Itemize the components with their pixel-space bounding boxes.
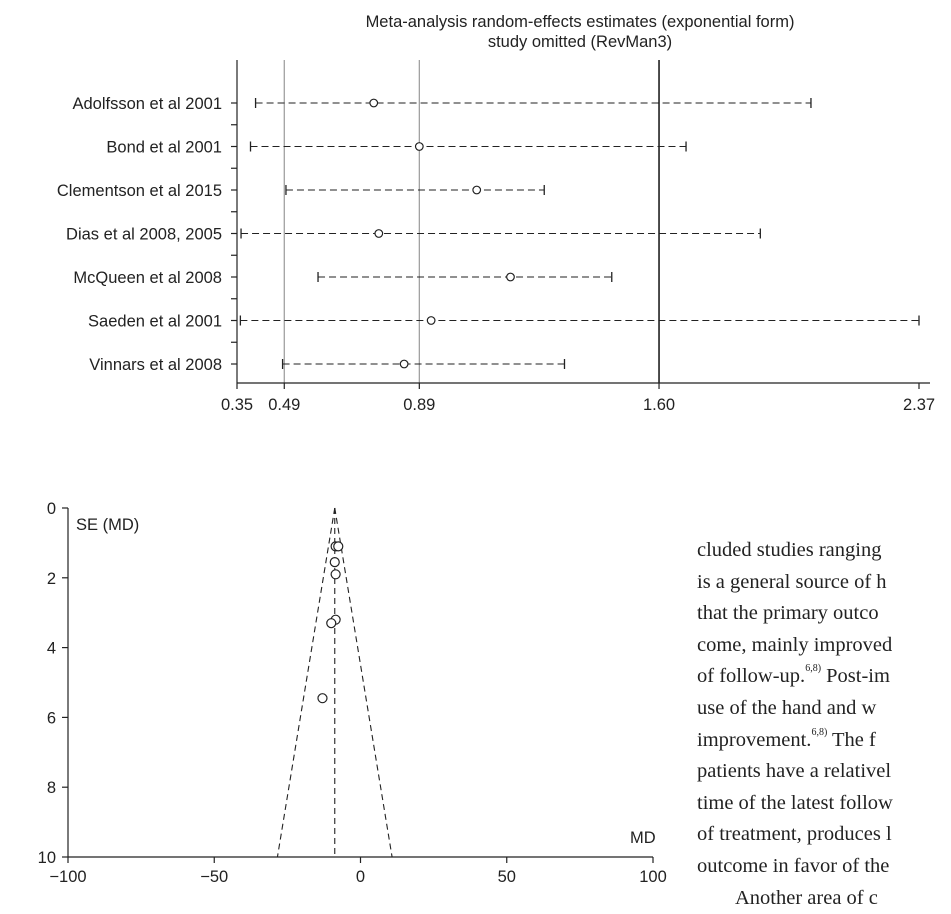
funnel-y-tick-label: 8	[47, 779, 56, 797]
funnel-right-bound	[334, 507, 393, 858]
funnel-x-tick-label: 50	[498, 868, 516, 886]
body-line: use of the hand and w	[697, 696, 877, 719]
body-line: improvement.6,8) The f	[697, 726, 876, 751]
body-line: is a general source of h	[697, 570, 887, 593]
study-label: Adolfsson et al 2001	[72, 95, 222, 113]
forest-x-ticks: 0.35 0.49 0.89 1.60 2.37	[221, 383, 935, 414]
article-body-text: cluded studies ranging is a general sour…	[697, 535, 951, 914]
study-label: Clementson et al 2015	[57, 182, 222, 200]
funnel-point	[333, 541, 344, 552]
citation-ref: 6,8)	[811, 726, 828, 738]
forest-x-tick-label: 0.35	[221, 396, 253, 414]
funnel-y-label: SE (MD)	[76, 516, 139, 534]
funnel-y-tick-label: 4	[47, 640, 56, 658]
body-line: of follow-up.6,8) Post-im	[697, 663, 890, 688]
forest-reference-lines	[283, 60, 660, 383]
funnel-y-tick-label: 0	[47, 500, 56, 518]
body-line: outcome in favor of the	[697, 854, 890, 877]
funnel-y-tick-label: 10	[38, 849, 56, 867]
funnel-x-tick-label: 0	[356, 868, 365, 886]
funnel-plot: SE (MD) MD 0 2 4 6 8 10 −100 −50 0 50 100	[38, 500, 667, 886]
funnel-x-tick-label: −100	[49, 868, 86, 886]
figure-canvas: Meta-analysis random-effects estimates (…	[38, 13, 935, 886]
point-estimate	[399, 359, 409, 369]
forest-subtitle: study omitted (RevMan3)	[488, 33, 672, 51]
funnel-point	[317, 693, 328, 704]
point-estimate	[369, 98, 379, 108]
study-label: Dias et al 2008, 2005	[66, 226, 222, 244]
funnel-lines	[276, 507, 393, 858]
funnel-points	[317, 541, 344, 704]
body-line: that the primary outco	[697, 602, 879, 625]
study-label: Bond et al 2001	[106, 139, 222, 157]
point-estimate	[374, 229, 384, 238]
funnel-point	[326, 618, 337, 629]
body-line: cluded studies ranging	[697, 539, 882, 561]
forest-title: Meta-analysis random-effects estimates (…	[366, 13, 795, 31]
body-line: patients have a relativel	[697, 760, 892, 783]
study-label: Saeden et al 2001	[88, 313, 222, 331]
funnel-point	[330, 569, 341, 580]
body-line: time of the latest follow	[697, 791, 893, 814]
forest-plot: Meta-analysis random-effects estimates (…	[57, 13, 935, 414]
body-line: of treatment, produces l	[697, 823, 892, 846]
point-estimate	[426, 316, 436, 325]
study-label: McQueen et al 2008	[73, 269, 222, 287]
body-line: come, mainly improved	[697, 633, 893, 656]
citation-ref: 6,8)	[805, 663, 822, 675]
funnel-x-tick-label: 100	[639, 868, 667, 886]
point-estimate	[472, 185, 482, 195]
study-label: Vinnars et al 2008	[89, 356, 222, 374]
funnel-x-ticks: −100 −50 0 50 100	[49, 857, 667, 886]
body-line: Another area of c	[735, 886, 878, 909]
funnel-point	[329, 556, 340, 568]
forest-x-tick-label: 0.89	[403, 396, 435, 414]
forest-x-tick-label: 2.37	[903, 396, 935, 414]
funnel-y-ticks: 0 2 4 6 8 10	[38, 500, 68, 867]
funnel-y-tick-label: 2	[47, 570, 56, 588]
point-estimate	[414, 142, 424, 151]
point-estimate	[506, 272, 515, 282]
funnel-left-bound	[276, 507, 336, 858]
forest-x-tick-label: 1.60	[643, 396, 675, 414]
forest-rows: Adolfsson et al 2001 Bond et al 2001 Cleme…	[57, 95, 920, 374]
forest-x-tick-label: 0.49	[268, 396, 300, 414]
funnel-x-tick-label: −50	[200, 868, 228, 886]
funnel-y-tick-label: 6	[47, 709, 56, 727]
funnel-x-label: MD	[630, 829, 656, 847]
